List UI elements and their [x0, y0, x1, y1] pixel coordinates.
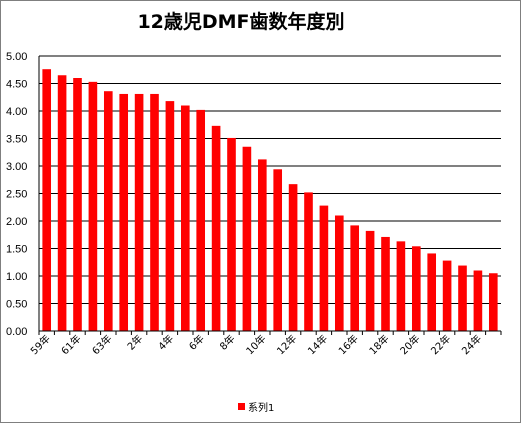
bar: [396, 241, 406, 331]
legend-swatch: [238, 402, 245, 410]
y-tick-label: 1.50: [6, 244, 27, 256]
bar: [365, 230, 375, 331]
bar: [257, 159, 267, 331]
y-tick-label: 0.00: [6, 326, 27, 338]
bar: [242, 146, 252, 331]
y-tick-label: 0.50: [6, 299, 27, 311]
y-tick-label: 3.50: [6, 134, 27, 146]
bar: [150, 93, 159, 331]
x-tick-label: 8年: [217, 332, 238, 353]
x-tick-label: 16年: [336, 332, 361, 357]
bar: [381, 236, 390, 331]
bar: [73, 78, 82, 331]
y-tick-label: 2.50: [6, 189, 27, 201]
y-tick-label: 2.00: [6, 216, 27, 228]
x-tick-label: 61年: [58, 332, 83, 357]
bar: [458, 265, 467, 331]
bar: [196, 109, 206, 332]
y-tick-label: 5.00: [6, 51, 27, 63]
bar: [350, 225, 360, 331]
x-tick-label: 18年: [366, 332, 391, 357]
bar: [273, 169, 283, 331]
bar: [103, 91, 113, 331]
bar: [427, 253, 437, 331]
y-tick-label: 3.00: [6, 161, 27, 173]
x-tick-label: 63年: [89, 332, 114, 357]
bar: [488, 273, 498, 331]
y-axis: 0.00 0.50 1.00 1.50 2.00 2.50 3.00 3.50 4.00 4.50…: [6, 51, 40, 338]
bar: [442, 260, 452, 331]
legend: 系列1: [238, 399, 275, 414]
bars: [42, 69, 498, 332]
y-tick-label: 1.00: [6, 271, 27, 283]
bar: [88, 81, 98, 331]
bar: [119, 93, 129, 331]
x-tick-label: 4年: [155, 332, 176, 353]
bar: [304, 192, 313, 331]
x-tick-label: 22年: [428, 332, 453, 357]
x-tick-label: 14年: [305, 332, 330, 357]
x-tick-label: 10年: [243, 332, 268, 357]
bar: [227, 137, 236, 331]
bar: [42, 69, 52, 331]
y-tick-label: 4.00: [6, 106, 27, 118]
bar: [473, 270, 483, 331]
x-tick-label: 12年: [274, 332, 299, 357]
chart-title: 12歳児DMF歯数年度別: [137, 11, 345, 33]
x-tick-label: 6年: [186, 332, 207, 353]
bar: [165, 101, 175, 331]
bar: [134, 93, 144, 331]
x-tick-label: 24年: [459, 332, 484, 357]
x-tick-label: 20年: [397, 332, 422, 357]
bar: [319, 205, 329, 331]
y-tick-label: 4.50: [6, 79, 27, 91]
x-tick-label: 2年: [124, 332, 145, 353]
bar: [57, 75, 67, 331]
bar: [180, 105, 190, 331]
bar: [288, 184, 298, 331]
x-axis: 59年 61年 63年 2年 4年 6年 8年 10年 12年 14年 16年 18年 20年 22年 24…: [28, 330, 502, 357]
bar: [334, 215, 344, 331]
x-tick-label: 59年: [28, 332, 53, 357]
legend-label: 系列1: [248, 402, 275, 414]
bar: [411, 246, 421, 331]
bar: [211, 125, 221, 331]
